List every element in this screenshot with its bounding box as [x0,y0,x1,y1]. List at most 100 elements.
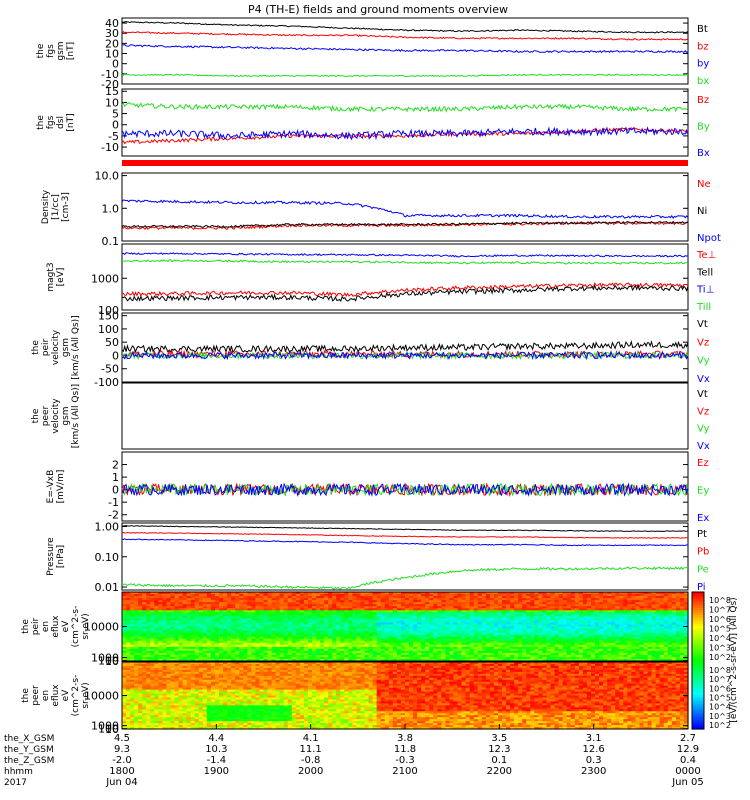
y-axis-label: the [36,115,46,130]
legend-Vz: Vz [697,337,709,348]
legend-Pi: Pi [697,582,706,593]
legend-Bx: Bx [697,148,710,159]
y-axis-label: the [31,408,41,423]
panel-peir_velocity: the peir velocity gsm [km/s (All Qs)] 1501005… [31,310,710,389]
x-tick-label: 2.7 [680,733,696,744]
y-axis-label: the [21,688,31,703]
y-axis-label: [km/s (All Qs)] [71,315,81,379]
colorbar-tick: 10^6 [709,615,731,624]
y-tick-label: 1000 [91,272,119,285]
y-axis-label: peir [31,617,41,635]
series-efield-Ex [121,482,689,497]
x-tick-label: 4.1 [303,733,319,744]
x-tick-label: 3.8 [397,733,413,744]
panel-frame [121,17,689,85]
panel-temperature: magt3 [eV] 1000 100 Te⊥ Tell Ti⊥ Till [46,243,716,317]
legend-bz: bz [697,41,709,52]
panel-frame [121,522,689,591]
y-axis-label: eflux [51,615,61,638]
y-axis-label: gsm [61,406,71,425]
y-axis-label: eV [61,689,71,702]
y-axis-label: [km/s (All Qs)] [71,384,81,448]
y-axis-label: [nPa] [56,545,66,568]
y-tick-label: 10000 [84,621,119,634]
legend-bx: bx [697,76,709,87]
legend-by: by [697,59,709,70]
y-tick-label: 10 [105,96,119,109]
x-tick-label: -1.4 [207,755,227,766]
y-tick-label: 1.00 [95,520,120,533]
x-tick-label: -2.0 [112,755,132,766]
legend-Vz: Vz [697,406,709,417]
series-peir_velocity-Vt [121,340,689,354]
legend-Bt: Bt [697,24,708,35]
series-fgs_gsm-bz [121,31,689,41]
legend-Till: Till [696,302,711,313]
legend-Vx: Vx [697,374,710,385]
x-tick-label: 0.1 [491,755,507,766]
legend-Pt: Pt [697,529,707,540]
y-tick-label: 10000 [84,690,119,703]
panel-peir_eflux: the peir en eflux eV (cm^2-s-sr-eV)10000 10001… [21,591,689,668]
series-fgs_gsm-Bt [121,20,689,34]
series-pressure-Pb [121,531,688,539]
series-peir_velocity-Vx [121,350,689,361]
legend-Ne: Ne [697,179,711,190]
x-tick-label: 11.8 [394,744,416,755]
legend-Ex: Ex [697,513,709,524]
legend-Vy: Vy [697,356,710,367]
colorbar-tick: 10^4 [709,634,731,643]
y-tick-label: 1 [112,471,119,484]
panel-peer_velocity: the peer velocity gsm [km/s (All Qs)] Vt Vz Vy V… [31,382,710,452]
series-pressure-Pt [122,525,689,532]
series-fgs_dsl-Bx [121,126,689,141]
y-tick-label: 50 [105,336,119,349]
colorbar-tick: 10^7 [709,675,731,684]
y-tick-label: 0 [112,58,119,71]
y-tick-label: 30 [105,27,119,40]
y-tick-label: 15 [105,85,119,98]
y-tick-label: 10 [105,48,119,61]
series-pressure-Pi [121,538,689,547]
y-axis-label: [mV/m] [56,470,66,504]
y-tick-label: 1000 [91,720,119,733]
series-density-Npot [121,199,689,219]
y-axis-label: eV [61,620,71,633]
y-tick-label: -5 [108,130,119,143]
legend-Te⊥: Te⊥ [696,250,716,261]
y-tick-label: 5 [112,108,119,121]
y-axis-label: dsl [56,116,66,129]
y-axis-label: fgs [46,115,56,129]
x-tick-label: 2000 [298,766,323,777]
spectrogram-peir_eflux [122,592,689,662]
legend-Vt: Vt [697,319,708,330]
x-tick-label: 12.9 [677,744,699,755]
x-tick-label: 12.3 [488,744,510,755]
y-axis-label: fgs [46,44,56,58]
y-axis-label: peer [31,685,41,706]
y-axis-label: [nT] [66,42,76,60]
y-tick-label: 10 [105,655,119,668]
y-axis-label: velocity [51,398,61,434]
x-tick-label: 2200 [487,766,512,777]
y-tick-label: 0 [112,349,119,362]
x-tick-label: 4.4 [208,733,224,744]
colorbar-tick: 10^5 [709,694,731,703]
y-tick-label: 100 [98,723,119,736]
x-tick-label: 3.1 [586,733,602,744]
series-temperature-Tell [121,284,689,302]
y-axis-label: the [36,43,46,58]
y-tick-label: -100 [94,376,119,389]
y-axis-label: velocity [51,329,61,365]
y-axis-label: (cm^2-s- [71,606,81,648]
x-tick-label: Jun 05 [671,777,704,788]
panel-frame [121,382,689,450]
series-temperature-Ti⊥ [121,252,689,258]
y-tick-label: 150 [98,310,119,323]
y-tick-label: 100 [98,304,119,317]
series-peir_velocity-Vy [121,350,689,361]
legend-Npot: Npot [697,233,721,244]
